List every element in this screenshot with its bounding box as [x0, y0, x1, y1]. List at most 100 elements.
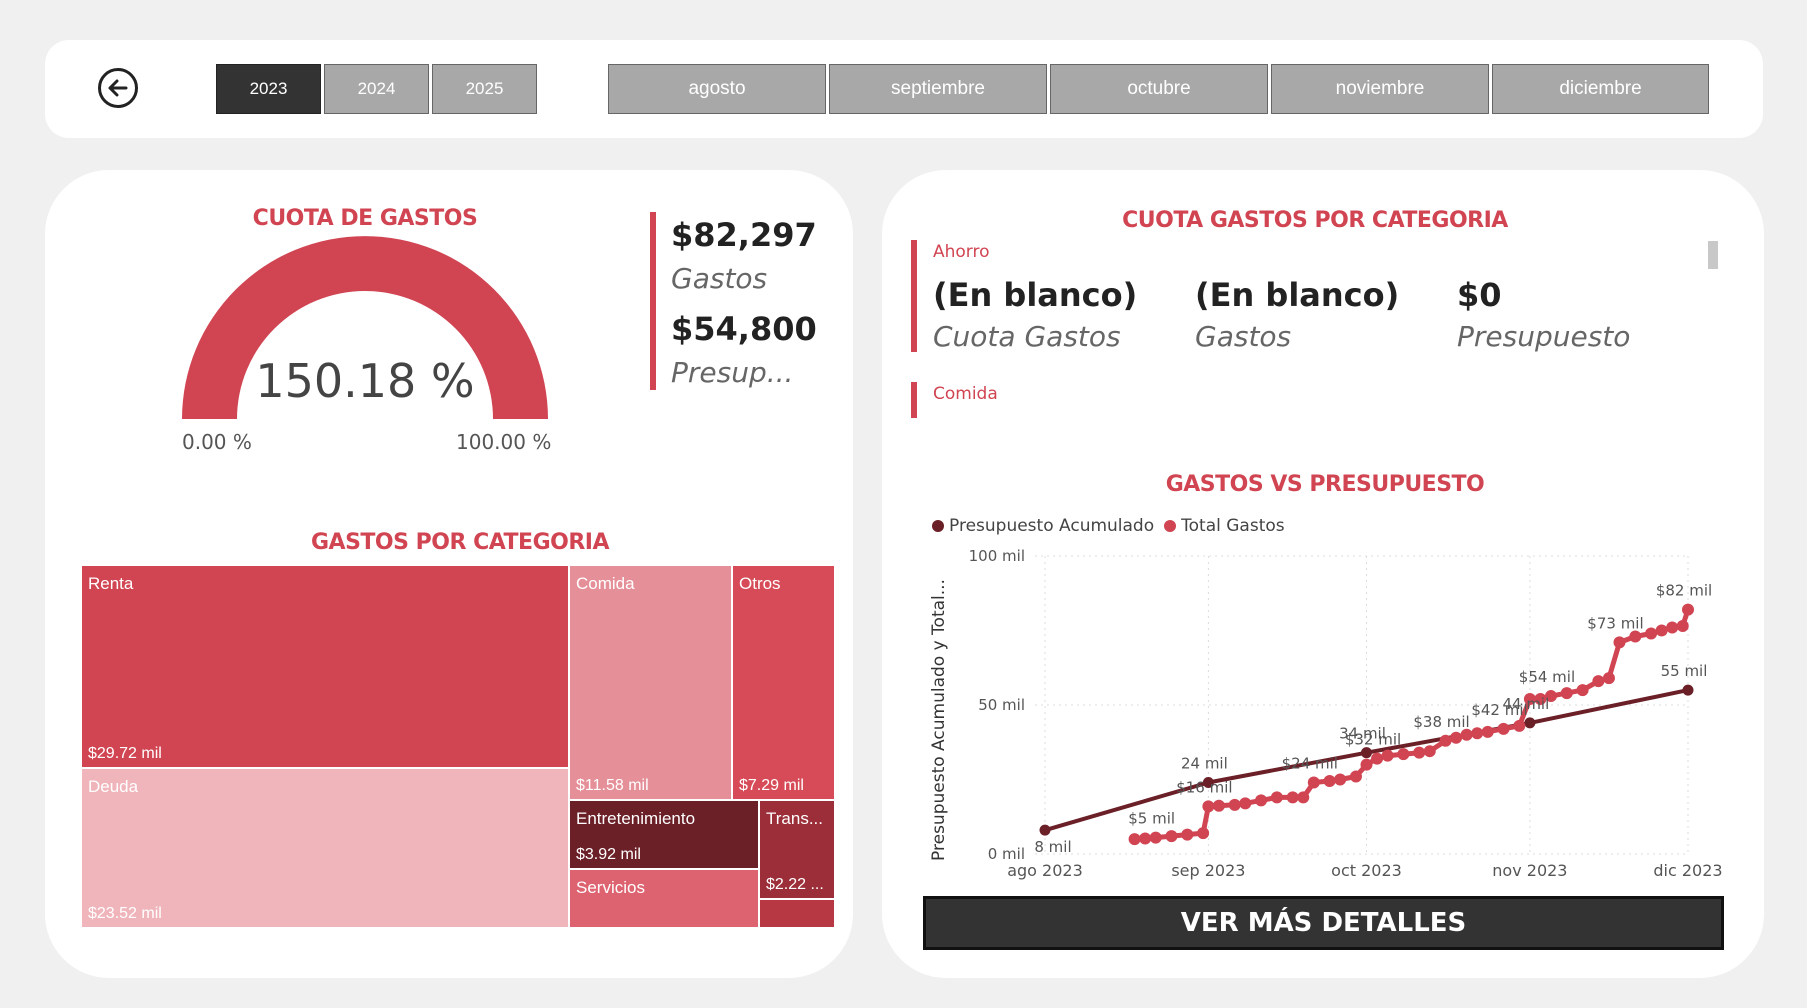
treemap-cell-label: Trans...	[766, 809, 823, 828]
treemap-cell-transporte[interactable]: Trans... $2.22 ...	[759, 800, 835, 899]
legend-dot-gastos	[1164, 520, 1177, 532]
treemap-cell-label: Renta	[88, 574, 134, 593]
legend-label-gastos: Total Gastos	[1181, 516, 1285, 536]
kpi-accent-bar	[650, 212, 656, 390]
back-arrow-button[interactable]	[98, 68, 138, 108]
treemap-cell-label: Comida	[576, 574, 635, 593]
data-point-gastos	[1165, 830, 1178, 843]
data-label: 44 mil	[1502, 695, 1549, 713]
arrow-left-icon	[108, 79, 128, 97]
month-button-agosto[interactable]: agosto	[608, 64, 826, 114]
x-tick-label: oct 2023	[1331, 861, 1402, 880]
scrollbar-thumb[interactable]	[1708, 241, 1718, 269]
data-label: $42 mil	[1471, 701, 1527, 719]
treemap-cell-deuda[interactable]: Deuda $23.52 mil	[81, 768, 569, 928]
treemap-cell-value: $2.22 ...	[766, 876, 824, 893]
x-tick-label: ago 2023	[1007, 861, 1083, 880]
data-point-gastos	[1139, 832, 1152, 845]
data-point-gastos	[1349, 770, 1362, 783]
year-button-2024[interactable]: 2024	[324, 64, 429, 114]
data-point-gastos	[1334, 773, 1347, 786]
data-label: 24 mil	[1181, 754, 1228, 772]
categoria-title: CUOTA GASTOS POR CATEGORIA	[1122, 208, 1508, 233]
categoria-presupuesto-label: Presupuesto	[1457, 320, 1631, 353]
data-point-gastos	[1655, 624, 1668, 637]
treemap-cell-renta[interactable]: Renta $29.72 mil	[81, 565, 569, 768]
year-button-2025[interactable]: 2025	[432, 64, 537, 114]
gauge-max-label: 100.00 %	[456, 430, 552, 454]
treemap-cell-label: Servicios	[576, 878, 645, 897]
categoria-group-label-comida: Comida	[933, 384, 998, 404]
data-point-gastos	[1286, 791, 1299, 804]
y-tick-label: 100 mil	[969, 547, 1025, 565]
data-point-gastos	[1413, 746, 1426, 759]
data-point-gastos	[1544, 690, 1557, 703]
treemap-cell-value: $3.92 mil	[576, 846, 641, 863]
treemap-cell-otros[interactable]: Otros $7.29 mil	[732, 565, 835, 800]
data-point-gastos	[1307, 776, 1320, 789]
data-point-presupuesto	[1361, 747, 1372, 759]
categoria-gastos-value: (En blanco)	[1195, 276, 1400, 314]
x-tick-label: dic 2023	[1653, 861, 1722, 880]
gauge-chart	[182, 236, 548, 419]
data-point-gastos	[1439, 734, 1452, 747]
data-label: 55 mil	[1661, 662, 1708, 680]
treemap-cell-label: Otros	[739, 574, 781, 593]
data-point-gastos	[1592, 675, 1605, 688]
data-point-gastos	[1212, 799, 1225, 812]
treemap-cell-servicios[interactable]: Servicios	[569, 869, 759, 928]
gastos-vs-presupuesto-chart: 0 mil 50 mil 100 mil ago 2023 sep 2023 oct 2…	[929, 547, 1723, 880]
data-point-gastos	[1460, 728, 1473, 741]
treemap-cell-entretenimiento[interactable]: Entretenimiento $3.92 mil	[569, 800, 759, 869]
data-point-gastos	[1560, 687, 1573, 700]
categoria-accent-bar-ahorro	[911, 240, 917, 352]
data-point-gastos	[1629, 630, 1642, 643]
y-tick-label: 0 mil	[988, 845, 1025, 863]
categoria-accent-bar-comida	[911, 382, 917, 418]
month-button-diciembre[interactable]: diciembre	[1492, 64, 1709, 114]
data-point-gastos	[1645, 627, 1658, 640]
data-point-gastos	[1239, 797, 1252, 810]
data-label: $54 mil	[1519, 668, 1575, 686]
data-label: $16 mil	[1176, 778, 1232, 796]
data-point-gastos	[1255, 794, 1268, 807]
treemap-cell-value: $23.52 mil	[88, 905, 162, 922]
legend-dot-presupuesto	[932, 520, 944, 532]
data-point-gastos	[1513, 719, 1526, 732]
data-point-gastos	[1270, 791, 1283, 804]
kpi-presupuesto-label: Presup...	[671, 356, 794, 389]
treemap-cell-other-small[interactable]	[759, 899, 835, 928]
treemap-cell-label: Deuda	[88, 777, 139, 796]
month-button-septiembre[interactable]: septiembre	[829, 64, 1047, 114]
legend-label-presupuesto: Presupuesto Acumulado	[949, 516, 1155, 536]
data-label: $32 mil	[1345, 731, 1401, 749]
ver-mas-detalles-button[interactable]: VER MÁS DETALLES	[923, 896, 1724, 950]
month-button-noviembre[interactable]: noviembre	[1271, 64, 1489, 114]
data-point-presupuesto	[1524, 717, 1536, 729]
data-point-gastos	[1202, 800, 1215, 813]
data-point-gastos	[1360, 758, 1373, 771]
kpi-gastos-label: Gastos	[671, 262, 768, 295]
treemap-title: GASTOS POR CATEGORIA	[311, 530, 609, 555]
month-button-octubre[interactable]: octubre	[1050, 64, 1268, 114]
treemap-cell-value: $11.58 mil	[576, 777, 649, 794]
data-point-gastos	[1381, 749, 1394, 762]
data-label: $38 mil	[1413, 713, 1469, 731]
y-axis-label: Presupuesto Acumulado y Total...	[929, 579, 949, 861]
treemap-cell-comida[interactable]: Comida $11.58 mil	[569, 565, 732, 800]
year-button-2023[interactable]: 2023	[216, 64, 321, 114]
gauge-title: CUOTA DE GASTOS	[252, 206, 478, 231]
right-panel	[882, 170, 1764, 978]
categoria-cuota-label: Cuota Gastos	[933, 320, 1121, 353]
categoria-gastos-label: Gastos	[1195, 320, 1292, 353]
data-point-gastos	[1197, 827, 1210, 840]
treemap-cell-value: $7.29 mil	[739, 777, 804, 794]
data-label: 8 mil	[1034, 838, 1071, 856]
data-point-gastos	[1523, 693, 1536, 706]
categoria-cuota-value: (En blanco)	[933, 276, 1138, 314]
data-point-presupuesto	[1202, 776, 1214, 788]
data-point-gastos	[1323, 774, 1336, 787]
data-label: $73 mil	[1587, 614, 1643, 632]
chart-title: GASTOS VS PRESUPUESTO	[1165, 472, 1485, 497]
categoria-presupuesto-value: $0	[1457, 276, 1502, 314]
